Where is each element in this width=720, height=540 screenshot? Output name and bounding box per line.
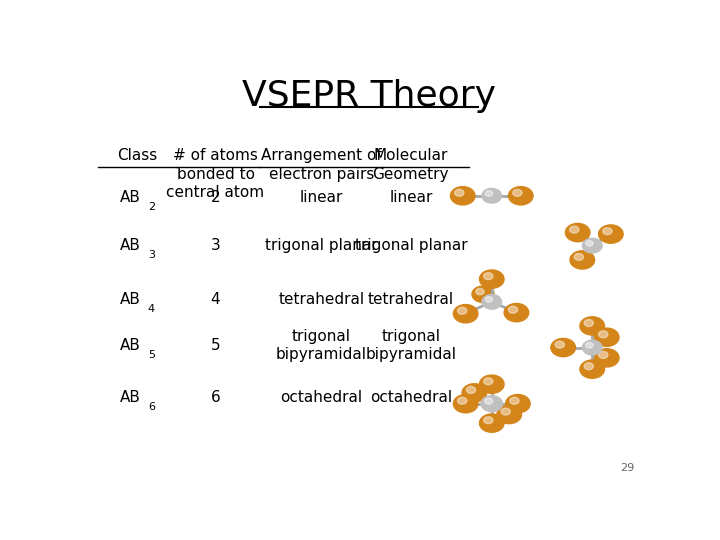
Circle shape (584, 363, 593, 370)
Text: trigonal
bipyramidal: trigonal bipyramidal (365, 329, 456, 362)
Text: 6: 6 (148, 402, 155, 411)
Circle shape (484, 417, 493, 424)
Text: 29: 29 (620, 463, 634, 473)
Text: linear: linear (300, 191, 343, 205)
Circle shape (484, 378, 493, 385)
Text: 3: 3 (211, 238, 220, 253)
Circle shape (476, 288, 484, 295)
Text: Molecular
Geometry: Molecular Geometry (373, 148, 449, 181)
Circle shape (497, 406, 521, 424)
Text: # of atoms
bonded to
central atom: # of atoms bonded to central atom (166, 148, 265, 200)
Text: AB: AB (120, 338, 141, 353)
Circle shape (482, 188, 502, 203)
Circle shape (513, 190, 522, 197)
Text: 3: 3 (148, 250, 155, 260)
Circle shape (598, 352, 608, 359)
Circle shape (451, 187, 475, 205)
Circle shape (585, 240, 593, 246)
Text: VSEPR Theory: VSEPR Theory (242, 79, 496, 113)
Circle shape (484, 273, 493, 280)
Text: tetrahedral: tetrahedral (368, 292, 454, 307)
Circle shape (555, 341, 564, 348)
Circle shape (505, 395, 530, 413)
Circle shape (481, 396, 503, 411)
Circle shape (582, 340, 602, 355)
Circle shape (454, 395, 478, 413)
Circle shape (480, 414, 504, 433)
Text: octahedral: octahedral (281, 390, 363, 405)
Circle shape (570, 251, 595, 269)
Circle shape (504, 303, 528, 322)
Circle shape (454, 305, 478, 323)
Text: 4: 4 (211, 292, 220, 307)
Text: AB: AB (120, 390, 141, 405)
Text: AB: AB (120, 191, 141, 205)
Text: 5: 5 (148, 349, 155, 360)
Text: 4: 4 (148, 304, 155, 314)
Circle shape (580, 360, 605, 379)
Text: tetrahedral: tetrahedral (279, 292, 364, 307)
Text: 5: 5 (211, 338, 220, 353)
Circle shape (582, 238, 602, 253)
Text: octahedral: octahedral (370, 390, 452, 405)
Circle shape (508, 187, 533, 205)
Text: 2: 2 (148, 202, 155, 212)
Text: linear: linear (390, 191, 433, 205)
Text: 6: 6 (211, 390, 220, 405)
Circle shape (598, 225, 623, 243)
Circle shape (480, 270, 504, 288)
Text: Arrangement of
electron pairs: Arrangement of electron pairs (261, 148, 382, 181)
Text: trigonal
bipyramidal: trigonal bipyramidal (276, 329, 367, 362)
Circle shape (485, 398, 492, 404)
Circle shape (510, 397, 519, 404)
Text: trigonal planar: trigonal planar (354, 238, 467, 253)
Circle shape (551, 339, 575, 357)
Circle shape (485, 296, 492, 302)
Circle shape (595, 349, 619, 367)
Text: 2: 2 (211, 191, 220, 205)
Circle shape (462, 384, 487, 402)
Circle shape (480, 375, 504, 393)
Circle shape (574, 253, 583, 260)
Circle shape (603, 228, 612, 234)
Circle shape (585, 342, 593, 348)
Text: Class: Class (117, 148, 158, 163)
Circle shape (457, 307, 467, 314)
Text: trigonal planar: trigonal planar (265, 238, 378, 253)
Circle shape (565, 224, 590, 242)
Circle shape (485, 191, 492, 196)
Circle shape (467, 387, 476, 394)
Text: AB: AB (120, 292, 141, 307)
Text: AB: AB (120, 238, 141, 253)
Circle shape (580, 317, 605, 335)
Circle shape (472, 286, 494, 302)
Circle shape (501, 408, 510, 415)
Circle shape (595, 328, 619, 346)
Circle shape (584, 320, 593, 327)
Circle shape (457, 397, 467, 404)
Circle shape (598, 331, 608, 338)
Circle shape (570, 226, 579, 233)
Circle shape (454, 190, 464, 197)
Circle shape (508, 306, 518, 313)
Circle shape (482, 294, 502, 309)
